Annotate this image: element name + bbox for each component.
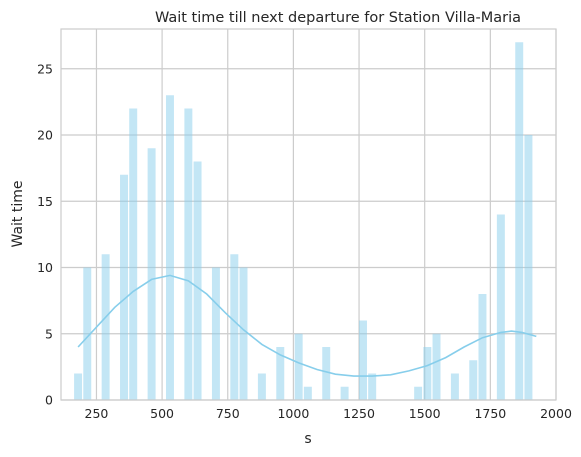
histogram-bar: [515, 42, 524, 400]
histogram-bar: [101, 254, 110, 400]
x-tick-label: 500: [150, 406, 174, 421]
histogram-bar: [414, 386, 423, 400]
histogram-bar: [359, 320, 367, 400]
histogram-bar: [147, 148, 156, 400]
histogram-bar: [239, 267, 248, 400]
histogram-bar: [368, 373, 377, 400]
y-tick-label: 10: [37, 260, 53, 275]
y-tick-labels: 0 5 10 15 20 25: [37, 61, 53, 407]
kde-line-group: [77, 274, 537, 377]
histogram-bar: [450, 373, 459, 400]
x-tick-label: 1000: [277, 406, 309, 421]
y-axis-label: Wait time: [10, 181, 26, 248]
x-tick-labels: 250 500 750 1000 1250 1500 1750 2000: [85, 406, 572, 421]
histogram-bar: [303, 386, 312, 400]
x-tick-label: 1500: [409, 406, 441, 421]
x-tick-label: 250: [85, 406, 109, 421]
histogram-bar: [469, 360, 478, 400]
histogram-bar: [322, 347, 331, 400]
histogram-bar: [524, 135, 533, 400]
histogram-bar: [211, 267, 220, 400]
x-tick-label: 1250: [343, 406, 375, 421]
histogram-bar: [432, 333, 441, 400]
x-axis-label: s: [304, 431, 311, 447]
y-tick-label: 0: [45, 393, 53, 408]
histogram-bar: [129, 108, 138, 400]
histogram-bar: [294, 333, 303, 400]
histogram-bar: [340, 386, 349, 400]
histogram-bar: [496, 214, 505, 400]
y-tick-label: 5: [45, 326, 53, 341]
histogram-bar: [193, 161, 202, 400]
x-tick-label: 750: [216, 406, 240, 421]
y-tick-label: 20: [37, 128, 53, 143]
bars-group: [74, 42, 533, 400]
histogram-bar: [257, 373, 266, 400]
x-tick-label: 2000: [540, 406, 572, 421]
histogram-bar: [478, 294, 487, 400]
histogram-bar: [276, 347, 285, 400]
x-tick-label: 1750: [474, 406, 506, 421]
histogram-bar: [165, 95, 174, 400]
kde-curve: [77, 274, 537, 377]
y-tick-label: 15: [37, 194, 53, 209]
grid-lines: [61, 29, 557, 401]
histogram-bar: [83, 267, 92, 400]
chart-title: Wait time till next departure for Statio…: [155, 10, 521, 26]
histogram-bar: [120, 174, 129, 400]
histogram-bar: [230, 254, 239, 400]
histogram-bar: [74, 373, 83, 400]
y-tick-label: 25: [37, 61, 53, 76]
plot-frame: [60, 28, 557, 401]
histogram-bar: [184, 108, 193, 400]
histogram-bar: [423, 347, 432, 400]
